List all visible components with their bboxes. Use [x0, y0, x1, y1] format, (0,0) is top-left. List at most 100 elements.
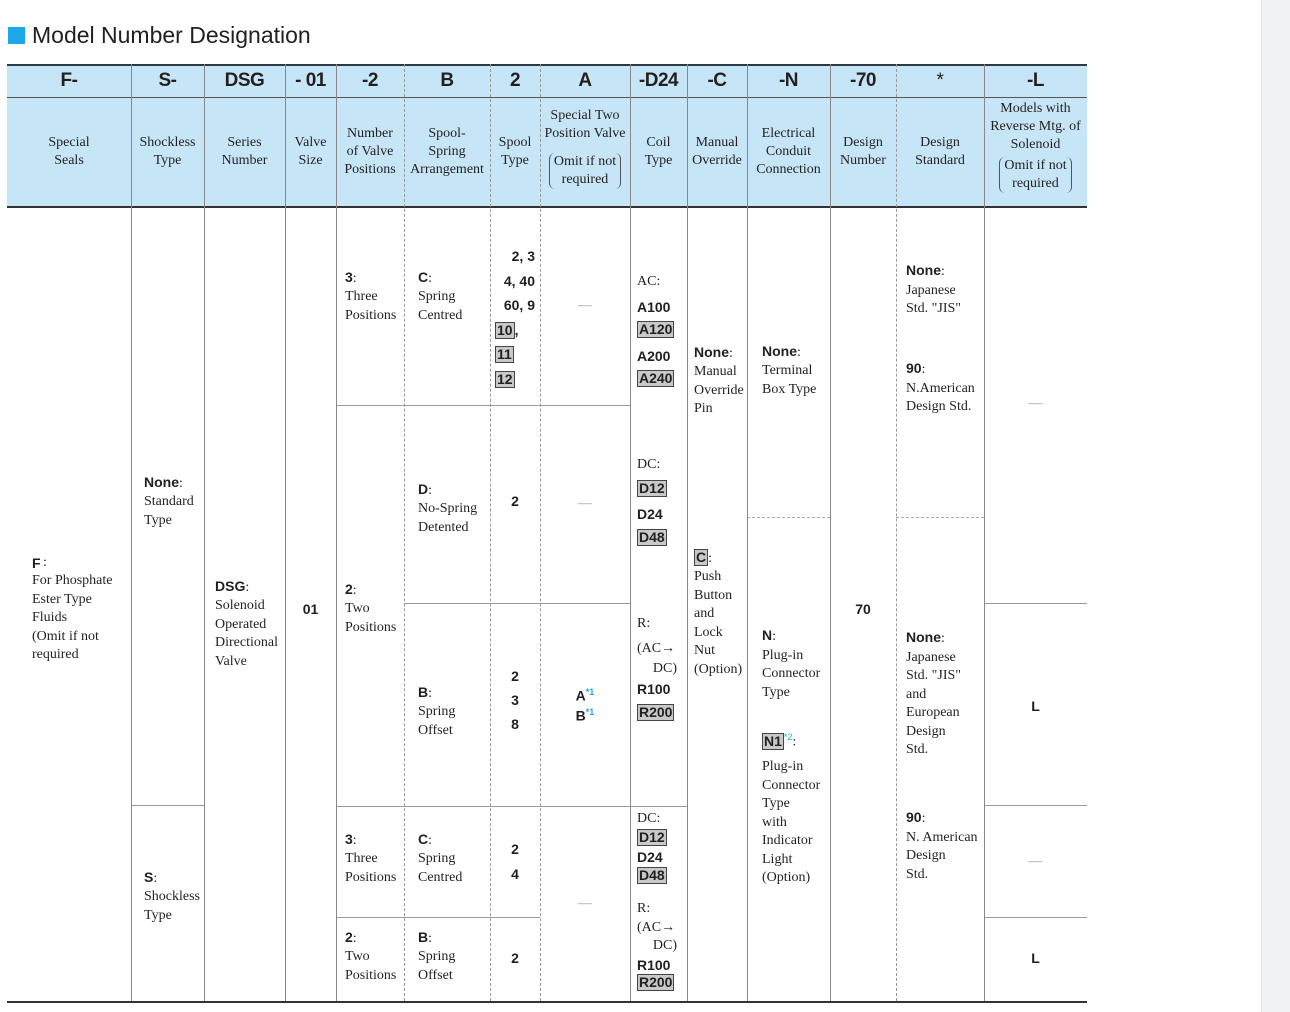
design-std-jis-european-option: None: Japanese Std. "JIS" and European D… [906, 629, 962, 758]
not-applicable-dash: — [578, 496, 592, 512]
header-desc-manual-override: Manual Override [687, 97, 747, 207]
spool-type-value: 2 [511, 493, 519, 510]
header-desc-special-seals: Special Seals [7, 97, 131, 207]
column-divider-dashed [490, 64, 491, 1001]
column-divider [204, 64, 205, 1001]
row-divider-dashed [896, 517, 984, 518]
positions-three-option: 3: Three Positions [345, 830, 397, 885]
conduit-plug-in-indicator-option: N1 *2: Plug-in Connector Type with Indica… [762, 732, 821, 886]
manual-override-none-option: None: Manual Override Pin [694, 343, 744, 417]
spool-type-list: 2 4 [511, 841, 519, 882]
design-std-jis-option: None: Japanese Std. "JIS" [906, 262, 962, 317]
not-applicable-dash: — [578, 298, 592, 314]
coil-dc-options: DC: D12 D24 D48 [637, 457, 667, 546]
header-code-special-two-position: A [540, 64, 630, 97]
header-desc-spool-spring: Spool- Spring Arrangement [404, 97, 490, 207]
row-divider-dashed [747, 517, 830, 518]
header-code-spool-type: 2 [490, 64, 540, 97]
header-desc-design-number: Design Number [830, 97, 896, 207]
header-bottom-rule [7, 206, 1087, 208]
header-code-shockless: S- [131, 64, 204, 97]
spring-offset-option: B: Spring Offset [418, 683, 456, 738]
title-square-icon [8, 26, 25, 44]
header-code-manual-override: -C [687, 64, 747, 97]
row-divider [984, 603, 1087, 604]
header-code-reverse-mount: -L [984, 64, 1087, 97]
column-divider [984, 64, 985, 1001]
model-designation-table: F- S- DSG - 01 -2 B 2 A -D24 -C -N -70 *… [7, 64, 1087, 1004]
spool-type-list: 2 3 8 [511, 668, 519, 732]
column-divider [630, 64, 631, 1001]
column-divider [830, 64, 831, 1001]
spring-offset-option: B: Spring Offset [418, 928, 456, 983]
row-divider [131, 805, 205, 806]
header-code-series: DSG [204, 64, 285, 97]
column-divider [336, 64, 337, 1001]
spring-centred-option: C: Spring Centred [418, 268, 463, 323]
coil-dc-options: DC: D12 D24 D48 [637, 811, 667, 884]
header-desc-coil: Coil Type [630, 97, 687, 207]
omit-note: Omit if not required [999, 157, 1072, 193]
row-divider [984, 805, 1087, 806]
header-desc-valve-size: Valve Size [285, 97, 336, 207]
not-applicable-dash: — [1028, 396, 1043, 412]
omit-note: Omit if not required [548, 153, 622, 189]
column-divider [747, 64, 748, 1001]
column-divider-dashed [896, 64, 897, 1001]
spool-type-value: 2 [511, 950, 519, 967]
conduit-plug-in-option: N: Plug-in Connector Type [762, 627, 821, 700]
spring-centred-option: C: Spring Centred [418, 830, 463, 885]
valve-size-value: 01 [302, 600, 319, 617]
row-divider [336, 405, 630, 406]
header-desc-spool-type: Spool Type [490, 97, 540, 207]
header-desc-conduit: Electrical Conduit Connection [747, 97, 830, 207]
coil-rectified-options: R: (AC→ DC) R100 R200 [637, 901, 677, 991]
shockless-none-option: None: Standard Type [144, 473, 194, 528]
positions-three-option: 3: Three Positions [345, 268, 397, 323]
design-std-na-option: 90: N.American Design Std. [906, 360, 975, 415]
not-applicable-dash: — [1028, 854, 1043, 870]
header-desc-series: Series Number [204, 97, 285, 207]
header-desc-special-two-position: Special Two Position Valve Omit if not r… [540, 97, 630, 207]
reverse-mount-l-option: L [1031, 698, 1040, 715]
special-seals-option: F: For Phosphate Ester Type Fluids (Omit… [32, 554, 113, 663]
header-code-spool-spring: B [404, 64, 490, 97]
column-divider-dashed [404, 64, 405, 1001]
design-std-na-option: 90: N. American Design Std. [906, 809, 978, 882]
header-code-special-seals: F- [7, 64, 131, 97]
reverse-mount-l-option: L [1031, 950, 1040, 967]
special-two-position-options: A*1 B*1 [575, 687, 595, 724]
page-title-text: Model Number Designation [32, 21, 311, 48]
spool-type-list: 2, 3 4, 40 60, 9 10, 11 12 [495, 248, 535, 388]
header-code-design-number: -70 [830, 64, 896, 97]
header-desc-valve-positions: Number of Valve Positions [336, 97, 404, 207]
column-divider [131, 64, 132, 1001]
header-code-valve-size: - 01 [285, 64, 336, 97]
coil-ac-options: AC: A100 A120 A200 A240 [637, 274, 675, 387]
scrollbar-track[interactable] [1261, 0, 1290, 1012]
page-title: Model Number Designation [8, 20, 311, 50]
header-code-valve-positions: -2 [336, 64, 404, 97]
header-code-coil: -D24 [630, 64, 687, 97]
row-divider [404, 603, 630, 604]
design-number-value: 70 [855, 601, 871, 618]
series-dsg-option: DSG: Solenoid Operated Directional Valve [215, 577, 278, 669]
header-code-conduit: -N [747, 64, 830, 97]
table-top-rule [7, 64, 1087, 66]
row-divider [336, 917, 540, 918]
header-desc-design-standard: Design Standard [896, 97, 984, 207]
column-divider [285, 64, 286, 1001]
coil-rectified-options: R: (AC→ DC) R100 R200 [637, 616, 677, 721]
positions-two-option: 2: Two Positions [345, 928, 397, 983]
row-divider [336, 806, 687, 807]
not-applicable-dash: — [578, 896, 592, 912]
manual-override-c-option: C: Push Button and Lock Nut (Option) [694, 548, 743, 677]
header-desc-reverse-mount: Models with Reverse Mtg. of Solenoid Omi… [984, 97, 1087, 207]
header-desc-shockless: Shockless Type [131, 97, 204, 207]
column-divider [687, 64, 688, 1001]
column-divider-dashed [540, 64, 541, 1001]
conduit-terminal-box-option: None: Terminal Box Type [762, 342, 817, 397]
no-spring-detented-option: D: No-Spring Detented [418, 480, 478, 535]
table-bottom-rule [7, 1001, 1087, 1003]
positions-two-option: 2: Two Positions [345, 580, 397, 635]
